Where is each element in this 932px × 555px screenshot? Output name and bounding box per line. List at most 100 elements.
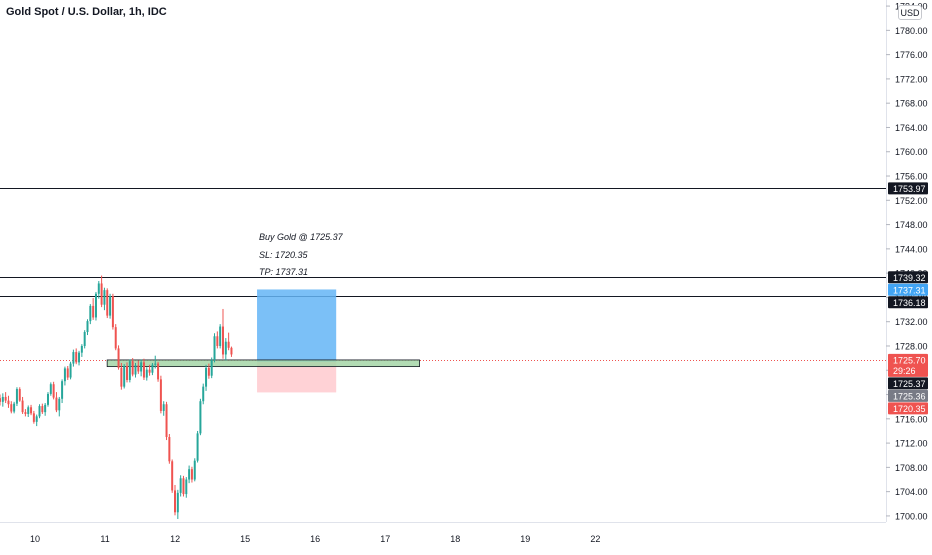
candle-body — [188, 469, 191, 480]
candle-body — [0, 398, 1, 402]
candle — [109, 293, 112, 319]
candle-body — [83, 332, 86, 346]
price-label-dark[interactable]: 1725.37 — [888, 377, 928, 390]
candle — [193, 458, 196, 482]
y-tick-label: 1728.00 — [895, 341, 928, 351]
candle — [182, 475, 185, 497]
price-label-box — [888, 182, 928, 195]
currency-badge[interactable]: USD — [898, 5, 922, 20]
candle — [75, 348, 78, 365]
candle-body — [142, 362, 145, 378]
candle-body — [35, 416, 38, 422]
price-label-countdown: 29:26 — [893, 366, 916, 376]
candle-body — [63, 368, 66, 382]
take-profit-zone[interactable] — [257, 289, 337, 362]
y-tick-label: 1768.00 — [895, 99, 928, 109]
x-tick-label: 16 — [310, 534, 320, 544]
candle-body — [165, 404, 168, 438]
x-tick-label: 19 — [520, 534, 530, 544]
candle — [154, 355, 157, 369]
candle-body — [219, 326, 222, 346]
candle-body — [72, 352, 75, 364]
candle — [123, 364, 126, 389]
price-label-box — [888, 389, 928, 402]
price-label-blue[interactable]: 1737.31 — [888, 283, 928, 296]
candle — [140, 359, 143, 377]
price-label-text: 1725.36 — [893, 391, 926, 401]
x-tick-label: 10 — [30, 534, 40, 544]
candle — [145, 367, 148, 381]
candle — [103, 287, 106, 311]
price-label-dark[interactable]: 1753.97 — [888, 182, 928, 195]
candle-body — [52, 384, 55, 398]
price-label-box — [888, 402, 928, 415]
candle — [202, 383, 205, 405]
candle — [7, 395, 10, 408]
y-tick-label: 1744.00 — [895, 244, 928, 254]
candle — [13, 401, 16, 414]
candle-body — [89, 305, 92, 322]
candle — [61, 379, 64, 404]
candle — [35, 414, 38, 427]
y-tick-label: 1732.00 — [895, 317, 928, 327]
candle — [137, 360, 140, 374]
candle-body — [162, 404, 165, 411]
candle — [176, 489, 179, 519]
candle — [49, 382, 52, 396]
candle-body — [111, 296, 114, 328]
candle-body — [137, 365, 140, 372]
x-tick-label: 17 — [380, 534, 390, 544]
candle-body — [58, 398, 61, 411]
candle-body — [176, 492, 179, 513]
price-label-gray[interactable]: 1725.36 — [888, 389, 928, 402]
candle — [72, 349, 75, 367]
candle-body — [182, 478, 185, 495]
candle-body — [100, 283, 103, 305]
candle — [171, 459, 174, 493]
candle-body — [140, 362, 143, 372]
candle-body — [210, 359, 213, 376]
price-label-red[interactable]: 1720.35 — [888, 402, 928, 415]
symbol-title[interactable]: Gold Spot / U.S. Dollar, 1h, IDC — [6, 6, 167, 18]
candle-body — [55, 397, 58, 411]
candle — [55, 392, 58, 413]
candle — [24, 409, 27, 417]
candle — [185, 477, 188, 498]
candle-body — [190, 469, 193, 480]
y-tick-label: 1704.00 — [895, 487, 928, 497]
price-label-dark[interactable]: 1739.32 — [888, 271, 928, 284]
candle — [41, 403, 44, 414]
candle-body — [205, 367, 208, 387]
price-label-dark[interactable]: 1736.18 — [888, 296, 928, 309]
support-zone[interactable] — [106, 359, 420, 368]
candle — [1, 393, 4, 407]
candle-body — [196, 433, 199, 461]
y-tick-label: 1760.00 — [895, 147, 928, 157]
price-label-text: 1725.37 — [893, 379, 926, 389]
candle-body — [174, 490, 177, 513]
candle-body — [123, 366, 126, 387]
candle-body — [46, 393, 49, 405]
y-tick-label: 1748.00 — [895, 220, 928, 230]
candle — [151, 362, 154, 376]
annotation-stop-loss: SL: 1720.35 — [259, 250, 308, 260]
stop-loss-zone[interactable] — [257, 361, 337, 393]
candle — [100, 275, 103, 308]
candle — [114, 324, 117, 351]
x-tick-label: 12 — [170, 534, 180, 544]
candle-body — [171, 461, 174, 491]
candle — [128, 359, 131, 383]
candle-body — [126, 366, 129, 380]
price-label-text: 1725.70 — [893, 355, 926, 365]
candle-body — [202, 386, 205, 402]
candle-body — [199, 401, 202, 434]
candle — [66, 366, 69, 380]
candle — [227, 332, 230, 351]
candle-body — [185, 479, 188, 495]
annotation-take-profit: TP: 1737.31 — [259, 267, 309, 277]
candle — [46, 392, 49, 407]
candle-body — [230, 347, 233, 355]
